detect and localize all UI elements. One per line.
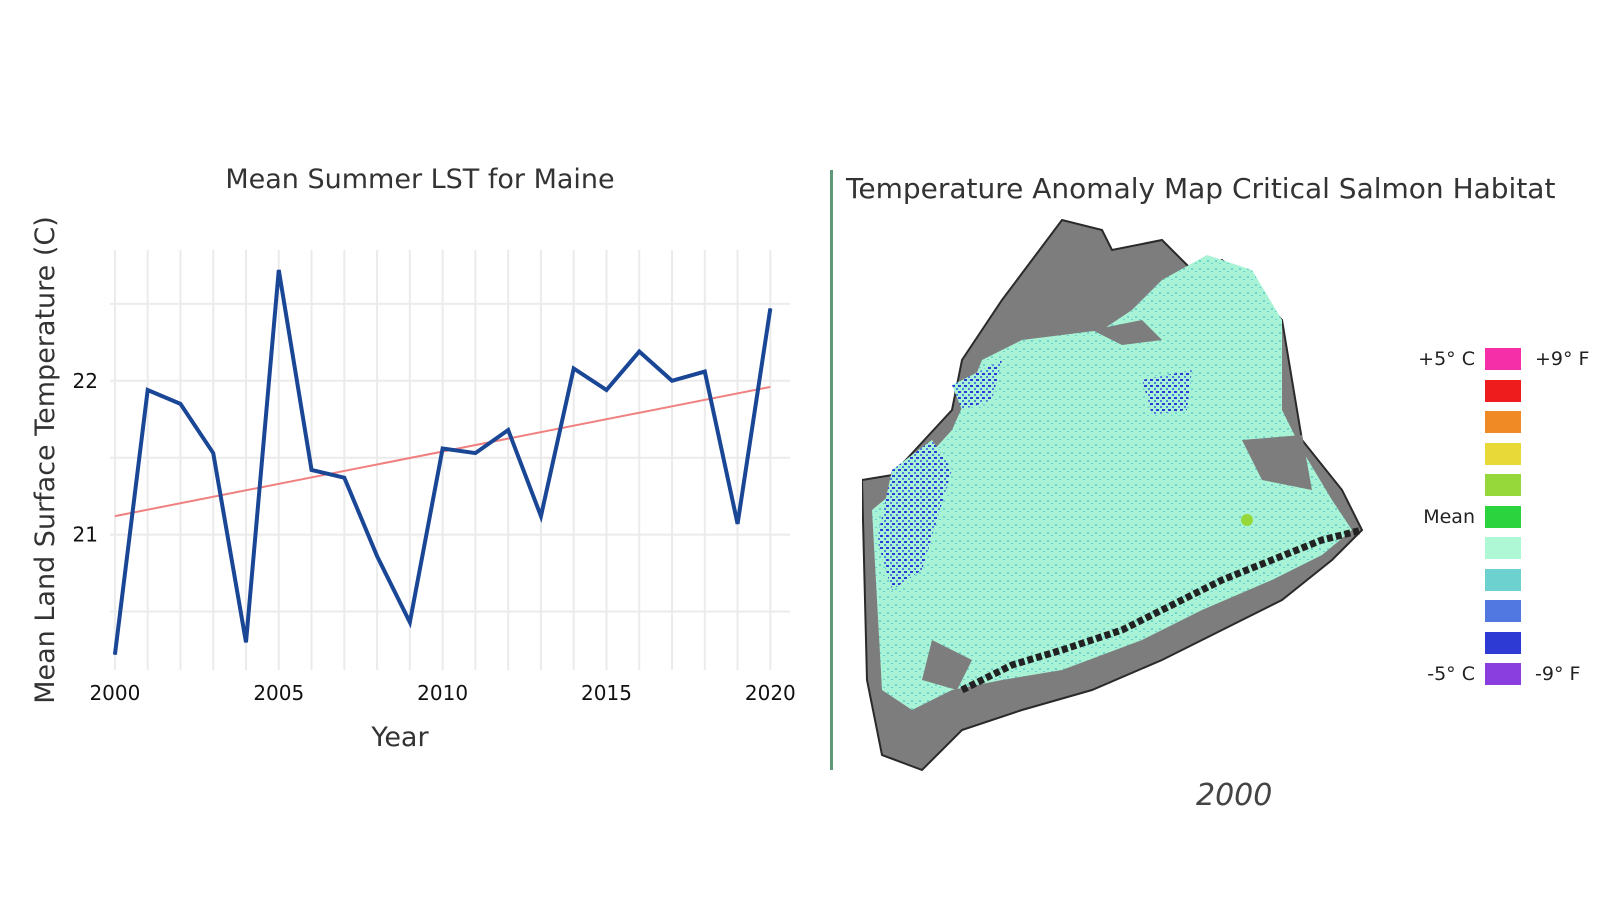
data-point <box>769 307 771 309</box>
data-point <box>147 389 149 391</box>
legend-celsius-label: +5° C <box>1418 348 1475 370</box>
y-tick-label: 21 <box>73 523 98 547</box>
coastline <box>960 526 1363 694</box>
data-point <box>409 621 411 623</box>
legend-row <box>1395 411 1595 435</box>
y-tick-labels: 21 22 <box>73 369 98 547</box>
gray-gap-south <box>922 640 972 690</box>
lst-line-chart: Mean Summer LST for Maine 2000 2005 2010 20… <box>30 164 796 753</box>
x-tick-label: 2015 <box>581 681 632 705</box>
chart-grid <box>110 250 790 670</box>
legend-celsius-label: -5° C <box>1427 663 1475 685</box>
data-point <box>376 555 378 557</box>
data-point <box>245 641 247 643</box>
data-point <box>704 371 706 373</box>
legend-swatch <box>1485 537 1521 559</box>
data-point <box>179 403 181 405</box>
data-point <box>540 515 542 517</box>
x-tick-labels: 2000 2005 2010 2015 2020 <box>89 681 795 705</box>
legend-celsius-label: Mean <box>1423 505 1475 528</box>
data-point <box>605 389 607 391</box>
legend-swatch <box>1485 411 1521 433</box>
data-point <box>638 351 640 353</box>
data-point <box>671 380 673 382</box>
series-line-group <box>112 269 773 656</box>
legend-row: +5° C +9° F <box>1395 348 1595 372</box>
legend-fahrenheit-label: +9° F <box>1535 348 1590 370</box>
data-point <box>343 477 345 479</box>
legend-swatch <box>1485 379 1521 402</box>
data-point <box>212 452 214 454</box>
legend-swatch <box>1485 631 1521 654</box>
data-point <box>573 367 575 369</box>
legend-row <box>1395 379 1595 404</box>
legend-row <box>1395 568 1595 593</box>
data-point <box>474 452 476 454</box>
legend-row <box>1395 474 1595 498</box>
data-point <box>311 469 313 471</box>
legend-swatch <box>1485 663 1521 685</box>
cold-patch-west <box>877 440 952 590</box>
data-point <box>442 447 444 449</box>
cold-patch-center <box>1142 370 1192 415</box>
data-point <box>507 429 509 431</box>
legend-row: -5° C -9° F <box>1395 663 1595 687</box>
warm-spot <box>1241 514 1253 526</box>
maine-anomaly-map <box>860 210 1382 794</box>
x-tick-label: 2000 <box>89 681 140 705</box>
gray-gap-northeast <box>1092 320 1162 345</box>
maine-map-image <box>860 218 1364 772</box>
legend-row: Mean <box>1395 505 1595 530</box>
y-tick-label: 22 <box>73 369 98 393</box>
legend-row <box>1395 600 1595 624</box>
x-tick-label: 2010 <box>417 681 468 705</box>
legend-swatch <box>1485 568 1521 591</box>
data-point <box>114 654 116 656</box>
legend-row <box>1395 631 1595 656</box>
x-axis-label: Year <box>370 722 429 753</box>
legend-swatch <box>1485 474 1521 496</box>
legend-row <box>1395 537 1595 561</box>
chart-title: Mean Summer LST for Maine <box>225 164 614 195</box>
x-tick-label: 2005 <box>253 681 304 705</box>
panel-divider <box>830 170 833 770</box>
legend-swatch <box>1485 442 1521 465</box>
legend-swatch <box>1485 505 1521 528</box>
data-point <box>278 269 280 271</box>
y-axis-label: Mean Land Surface Temperature (C) <box>30 216 61 704</box>
legend-fahrenheit-label: -9° F <box>1535 663 1581 685</box>
x-tick-label: 2020 <box>745 681 796 705</box>
data-point <box>737 523 739 525</box>
gray-gap-east <box>1242 435 1312 490</box>
map-title: Temperature Anomaly Map Critical Salmon … <box>846 172 1556 205</box>
legend-swatch <box>1485 348 1521 370</box>
legend-swatch <box>1485 600 1521 622</box>
cold-patch-north <box>952 360 1002 410</box>
map-year: 2000 <box>1196 778 1273 813</box>
legend-row <box>1395 442 1595 467</box>
